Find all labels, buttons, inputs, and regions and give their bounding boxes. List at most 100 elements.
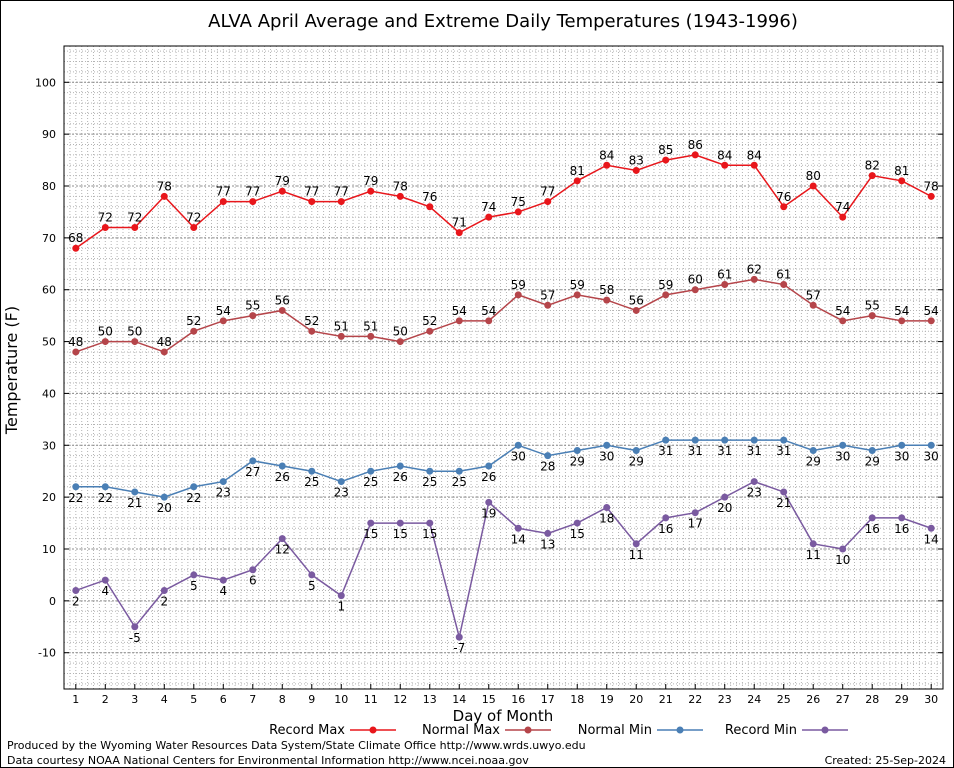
y-tick-label: 60 bbox=[42, 284, 56, 297]
footer-produced-by: Produced by the Wyoming Water Resources … bbox=[7, 739, 586, 752]
data-point bbox=[750, 436, 758, 444]
data-point bbox=[278, 462, 286, 470]
data-label: 27 bbox=[245, 465, 260, 479]
data-point bbox=[839, 317, 847, 325]
data-point bbox=[662, 291, 670, 299]
data-label: 72 bbox=[186, 210, 201, 224]
data-point bbox=[662, 514, 670, 522]
y-tick-label: 80 bbox=[42, 180, 56, 193]
data-label: 30 bbox=[599, 449, 614, 463]
data-label: 29 bbox=[806, 454, 821, 468]
data-label: 31 bbox=[747, 444, 762, 458]
data-point bbox=[514, 208, 522, 216]
data-point bbox=[72, 348, 80, 356]
data-point bbox=[426, 519, 434, 527]
data-label: 26 bbox=[481, 470, 496, 484]
legend-label: Normal Max bbox=[422, 723, 500, 738]
data-point bbox=[603, 296, 611, 304]
data-label: 21 bbox=[776, 496, 791, 510]
data-label: 56 bbox=[629, 293, 644, 307]
data-point bbox=[131, 338, 139, 346]
data-point bbox=[426, 467, 434, 475]
y-tick-label: -10 bbox=[38, 647, 56, 660]
data-label: 30 bbox=[894, 449, 909, 463]
data-label: 23 bbox=[747, 486, 762, 500]
data-label: 20 bbox=[157, 501, 172, 515]
data-point bbox=[131, 223, 139, 231]
data-label: 50 bbox=[98, 325, 113, 339]
data-point bbox=[367, 187, 375, 195]
x-tick-label: 21 bbox=[659, 693, 673, 706]
x-tick-label: 10 bbox=[334, 693, 348, 706]
data-point bbox=[101, 223, 109, 231]
x-tick-label: 16 bbox=[511, 693, 525, 706]
data-point bbox=[219, 576, 227, 584]
x-tick-label: 4 bbox=[161, 693, 168, 706]
data-point bbox=[691, 436, 699, 444]
y-tick-label: 50 bbox=[42, 336, 56, 349]
x-tick-label: 18 bbox=[570, 693, 584, 706]
data-label: 25 bbox=[304, 475, 319, 489]
data-point bbox=[278, 187, 286, 195]
data-point bbox=[485, 462, 493, 470]
data-label: 52 bbox=[422, 314, 437, 328]
data-label: 31 bbox=[658, 444, 673, 458]
series-line bbox=[75, 278, 932, 353]
series-line bbox=[75, 154, 932, 249]
data-point bbox=[780, 436, 788, 444]
data-point bbox=[396, 462, 404, 470]
data-label: 16 bbox=[894, 522, 909, 536]
data-label: 15 bbox=[570, 527, 585, 541]
data-label: 72 bbox=[98, 210, 113, 224]
data-point bbox=[219, 317, 227, 325]
data-point bbox=[367, 467, 375, 475]
data-label: 79 bbox=[363, 174, 378, 188]
data-label: 76 bbox=[776, 190, 791, 204]
data-point bbox=[367, 332, 375, 340]
data-point bbox=[426, 203, 434, 211]
y-tick-label: 100 bbox=[35, 76, 56, 89]
data-label: 16 bbox=[658, 522, 673, 536]
x-tick-label: 19 bbox=[600, 693, 614, 706]
data-point bbox=[514, 291, 522, 299]
data-point bbox=[839, 441, 847, 449]
data-label: 52 bbox=[304, 314, 319, 328]
data-point bbox=[632, 166, 640, 174]
x-tick-label: 27 bbox=[836, 693, 850, 706]
footer-created-date: Created: 25-Sep-2024 bbox=[824, 754, 946, 767]
data-point bbox=[573, 291, 581, 299]
y-axis-label: Temperature (F) bbox=[2, 306, 21, 435]
y-tick-label: 10 bbox=[42, 543, 56, 556]
data-label: 10 bbox=[835, 553, 850, 567]
data-point bbox=[544, 301, 552, 309]
data-point bbox=[544, 452, 552, 460]
data-label: 48 bbox=[157, 335, 172, 349]
data-point bbox=[308, 467, 316, 475]
data-point bbox=[898, 441, 906, 449]
data-point bbox=[662, 156, 670, 164]
data-label: 15 bbox=[363, 527, 378, 541]
data-label: 54 bbox=[452, 304, 467, 318]
data-label: 74 bbox=[835, 200, 850, 214]
data-point bbox=[544, 529, 552, 537]
data-point bbox=[190, 483, 198, 491]
x-tick-label: 6 bbox=[220, 693, 227, 706]
data-point bbox=[249, 457, 257, 465]
data-point bbox=[927, 317, 935, 325]
data-point bbox=[750, 478, 758, 486]
data-label: -7 bbox=[453, 641, 465, 655]
data-label: 25 bbox=[452, 475, 467, 489]
data-label: 78 bbox=[157, 179, 172, 193]
data-label: 22 bbox=[186, 491, 201, 505]
y-tick-label: 40 bbox=[42, 387, 56, 400]
data-label: 59 bbox=[658, 278, 673, 292]
data-point bbox=[101, 576, 109, 584]
data-label: 25 bbox=[363, 475, 378, 489]
data-point bbox=[249, 198, 257, 206]
data-label: 54 bbox=[216, 304, 231, 318]
data-point bbox=[396, 519, 404, 527]
data-point bbox=[721, 436, 729, 444]
data-label: 78 bbox=[393, 179, 408, 193]
data-point bbox=[603, 441, 611, 449]
data-label: 14 bbox=[511, 532, 526, 546]
